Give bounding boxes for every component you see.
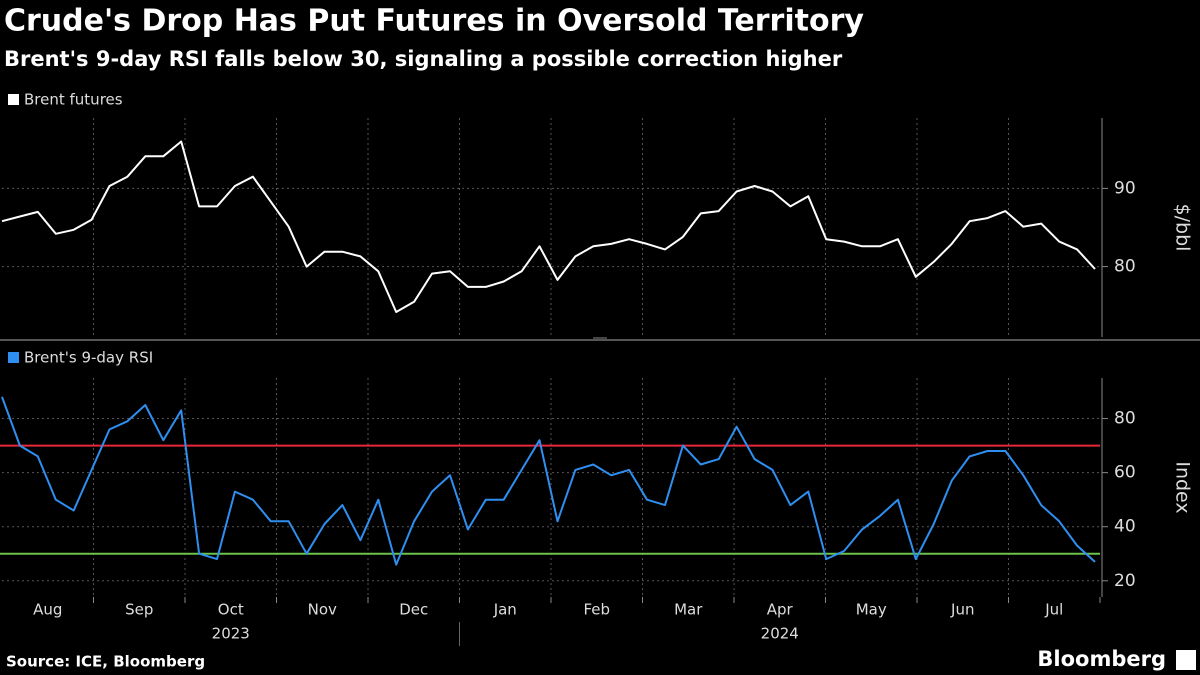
year-label: 2023	[212, 625, 250, 643]
y-axis-title: Index	[1172, 461, 1194, 513]
brand-icon	[1176, 650, 1196, 670]
y-tick-label: 60	[1114, 463, 1136, 483]
x-tick-label: Dec	[399, 601, 428, 619]
x-tick-label: Jan	[493, 601, 517, 619]
legend-label: Brent futures	[24, 91, 123, 109]
legend-swatch	[8, 352, 19, 363]
x-tick-label: Aug	[33, 601, 62, 619]
x-tick-label: Feb	[583, 601, 610, 619]
x-tick-label: Sep	[125, 601, 153, 619]
x-tick-label: Jun	[950, 601, 974, 619]
y-tick-label: 40	[1114, 517, 1136, 537]
y-tick-label: 20	[1114, 571, 1136, 591]
x-tick-label: Jul	[1044, 601, 1063, 619]
x-tick-label: Nov	[308, 601, 337, 619]
x-tick-label: Apr	[767, 601, 794, 619]
series-line	[1, 140, 1096, 313]
chart-title: Crude's Drop Has Put Futures in Oversold…	[4, 4, 864, 39]
y-tick-label: 80	[1114, 409, 1136, 429]
y-tick-label: 90	[1114, 178, 1136, 198]
source: Source: ICE, Bloomberg	[6, 653, 205, 671]
year-label: 2024	[761, 625, 799, 643]
chart-subtitle: Brent's 9-day RSI falls below 30, signal…	[4, 47, 843, 71]
y-axis-title: $/bbl	[1172, 204, 1194, 252]
x-tick-label: Oct	[218, 601, 244, 619]
series-line	[1, 396, 1096, 566]
legend-swatch	[8, 94, 19, 105]
legend-label: Brent's 9-day RSI	[24, 349, 153, 367]
x-tick-label: Mar	[674, 601, 703, 619]
brand: Bloomberg	[1037, 647, 1166, 671]
y-tick-label: 80	[1114, 257, 1136, 277]
x-tick-label: May	[856, 601, 887, 619]
